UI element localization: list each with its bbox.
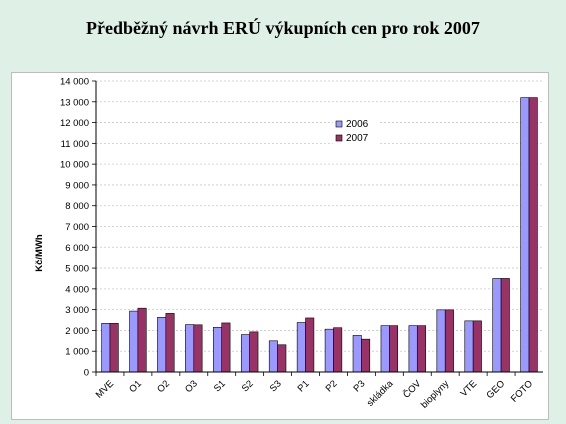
bar-2006-O1 [129,310,139,373]
bar-2007-O1 [137,307,147,373]
bar-2007-P3 [361,338,371,373]
legend-label-2007: 2007 [346,133,369,144]
bar-2007-S2 [249,331,259,373]
y-tick-label: 4 000 [65,284,89,295]
x-tick-label: VTE [458,378,479,399]
x-tick-label: P3 [352,378,368,394]
gridlines [96,80,543,352]
bar-chart: 0 1 000 2 000 3 000 4 000 5 000 6 000 7 000 8 00… [34,77,543,411]
slide-title: Předběžný návrh ERÚ výkupních cen pro ro… [86,18,480,38]
y-tick-label: 5 000 [65,264,89,275]
x-tick-label: MVE [94,378,116,400]
bars [101,97,538,373]
y-tick-label: 13 000 [60,97,89,108]
y-tick-label: 8 000 [65,201,89,212]
bar-2007-O2 [165,313,175,373]
bar-2006-skládka [380,325,390,373]
x-tick-label: P2 [324,378,340,394]
y-tick-label: 12 000 [60,118,89,129]
bar-2006-FOTO [520,97,530,373]
legend: 2006 2007 [333,115,380,148]
bar-2006-S1 [213,327,223,373]
bar-2007-FOTO [528,97,538,373]
x-tick-label: S2 [240,378,256,394]
bar-2006-ČOV [408,325,418,373]
bar-2006-O3 [185,324,195,373]
legend-swatch-2007 [335,134,343,142]
legend-label-2006: 2006 [346,119,369,130]
x-tick-label: P1 [296,378,312,394]
chart-frame: 0 1 000 2 000 3 000 4 000 5 000 6 000 7 000 8 00… [11,72,549,420]
axes [95,81,543,373]
y-tick-label: 9 000 [65,180,89,191]
bar-2007-ČOV [416,325,426,373]
bar-2007-bioplyny [444,309,454,373]
bar-2007-VTE [472,320,482,373]
x-tick-label: bioplyny [419,378,452,411]
bar-2006-O2 [157,317,167,373]
bar-2006-bioplyny [436,309,446,373]
y-tick-label: 0 [84,368,89,379]
x-tick-label: FOTO [509,378,535,404]
y-tick-label: 6 000 [65,243,89,254]
y-tick-label: 10 000 [60,160,89,171]
x-tick-label: O2 [155,378,172,395]
bar-2006-S3 [268,340,278,373]
bar-2007-P1 [305,317,315,373]
legend-swatch-2006 [335,120,343,128]
bar-2006-S2 [240,334,250,373]
y-axis-ticks: 0 1 000 2 000 3 000 4 000 5 000 6 000 7 000 8 00… [60,77,96,379]
y-tick-label: 14 000 [60,77,89,88]
bar-2006-P2 [324,328,334,373]
x-tick-label: ČOV [401,378,424,401]
bar-2007-GEO [500,278,510,373]
y-tick-label: 2 000 [65,326,89,337]
y-tick-label: 7 000 [65,222,89,233]
bar-2007-O3 [193,324,203,373]
y-tick-label: 3 000 [65,305,89,316]
x-tick-label: GEO [484,378,507,401]
bar-2007-S3 [277,344,287,373]
y-tick-label: 11 000 [61,139,89,150]
bar-2007-S1 [221,322,231,373]
legend-box [333,115,380,148]
y-tick-label: 1 000 [65,347,89,358]
y-axis-label: Kč/MWh [34,234,45,272]
x-tick-label: skládka [365,378,396,409]
bar-2006-P3 [352,335,362,373]
x-tick-label: O3 [183,378,200,395]
bar-2007-MVE [109,323,119,373]
bar-2007-P2 [333,327,343,373]
bar-2006-GEO [492,278,502,373]
bar-2007-skládka [389,325,399,373]
bar-2006-VTE [464,320,474,373]
bar-2006-MVE [101,323,111,373]
x-tick-label: S3 [268,378,284,394]
x-tick-label: S1 [212,378,228,394]
x-tick-label: O1 [127,378,144,395]
bar-2006-P1 [296,322,306,373]
